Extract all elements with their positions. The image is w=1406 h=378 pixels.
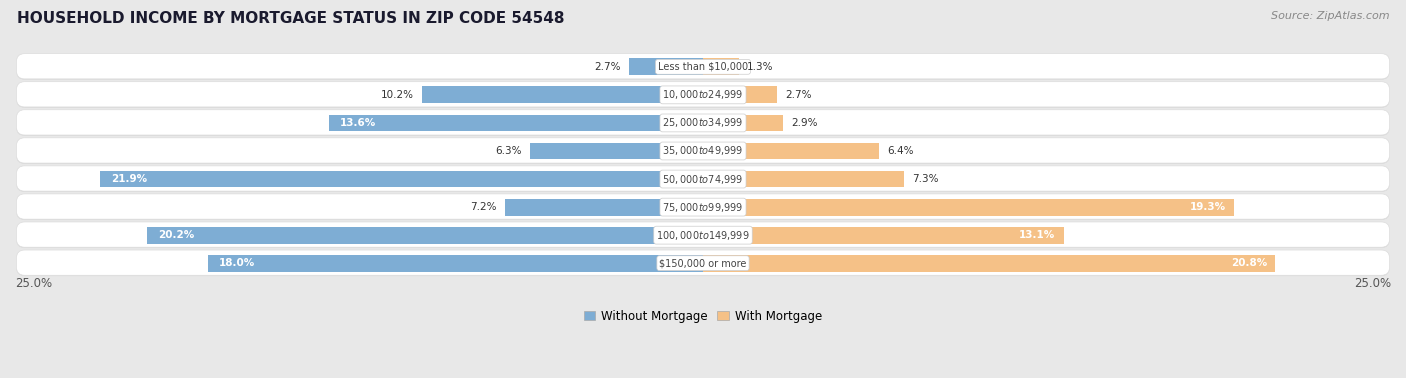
Text: 2.7%: 2.7% xyxy=(786,90,813,100)
Text: 13.1%: 13.1% xyxy=(1019,230,1056,240)
FancyBboxPatch shape xyxy=(17,110,1389,135)
Text: HOUSEHOLD INCOME BY MORTGAGE STATUS IN ZIP CODE 54548: HOUSEHOLD INCOME BY MORTGAGE STATUS IN Z… xyxy=(17,11,564,26)
Bar xyxy=(505,199,703,215)
FancyBboxPatch shape xyxy=(17,54,1389,79)
FancyBboxPatch shape xyxy=(17,138,1389,164)
FancyBboxPatch shape xyxy=(17,82,1389,107)
FancyBboxPatch shape xyxy=(17,194,1389,219)
Text: 7.2%: 7.2% xyxy=(470,202,496,212)
Text: 20.2%: 20.2% xyxy=(157,230,194,240)
FancyBboxPatch shape xyxy=(17,222,1389,248)
Text: 19.3%: 19.3% xyxy=(1189,202,1226,212)
FancyBboxPatch shape xyxy=(17,194,1389,220)
Bar xyxy=(703,87,778,103)
Text: $50,000 to $74,999: $50,000 to $74,999 xyxy=(662,172,744,186)
Text: 6.4%: 6.4% xyxy=(887,146,914,156)
Bar xyxy=(703,143,879,160)
Text: Source: ZipAtlas.com: Source: ZipAtlas.com xyxy=(1271,11,1389,21)
Text: 1.3%: 1.3% xyxy=(747,62,773,72)
FancyBboxPatch shape xyxy=(17,138,1389,163)
Text: Less than $10,000: Less than $10,000 xyxy=(658,62,748,72)
FancyBboxPatch shape xyxy=(17,166,1389,192)
Bar xyxy=(703,255,1275,272)
Bar xyxy=(703,170,904,187)
FancyBboxPatch shape xyxy=(17,110,1389,136)
Text: 20.8%: 20.8% xyxy=(1230,258,1267,268)
FancyBboxPatch shape xyxy=(17,222,1389,247)
Text: 2.9%: 2.9% xyxy=(792,118,817,128)
Text: $35,000 to $49,999: $35,000 to $49,999 xyxy=(662,144,744,158)
Text: 6.3%: 6.3% xyxy=(495,146,522,156)
Text: 2.7%: 2.7% xyxy=(593,62,620,72)
Legend: Without Mortgage, With Mortgage: Without Mortgage, With Mortgage xyxy=(579,305,827,327)
Text: 18.0%: 18.0% xyxy=(219,258,254,268)
Bar xyxy=(628,59,703,75)
Text: $150,000 or more: $150,000 or more xyxy=(659,258,747,268)
Text: 10.2%: 10.2% xyxy=(381,90,413,100)
Bar xyxy=(703,115,783,131)
Text: 21.9%: 21.9% xyxy=(111,174,148,184)
Text: 7.3%: 7.3% xyxy=(912,174,939,184)
Text: $10,000 to $24,999: $10,000 to $24,999 xyxy=(662,88,744,101)
FancyBboxPatch shape xyxy=(17,54,1389,80)
Bar xyxy=(148,227,703,243)
FancyBboxPatch shape xyxy=(17,82,1389,108)
FancyBboxPatch shape xyxy=(17,166,1389,191)
Bar xyxy=(703,199,1234,215)
Bar xyxy=(329,115,703,131)
Bar xyxy=(530,143,703,160)
Bar xyxy=(100,170,703,187)
Text: $75,000 to $99,999: $75,000 to $99,999 xyxy=(662,201,744,214)
Bar xyxy=(703,227,1063,243)
Text: 25.0%: 25.0% xyxy=(15,277,52,290)
Text: 13.6%: 13.6% xyxy=(340,118,375,128)
Text: 25.0%: 25.0% xyxy=(1354,277,1391,290)
Bar xyxy=(422,87,703,103)
Text: $100,000 to $149,999: $100,000 to $149,999 xyxy=(657,229,749,242)
Bar xyxy=(208,255,703,272)
Text: $25,000 to $34,999: $25,000 to $34,999 xyxy=(662,116,744,129)
FancyBboxPatch shape xyxy=(17,250,1389,276)
FancyBboxPatch shape xyxy=(17,250,1389,275)
Bar xyxy=(703,59,738,75)
